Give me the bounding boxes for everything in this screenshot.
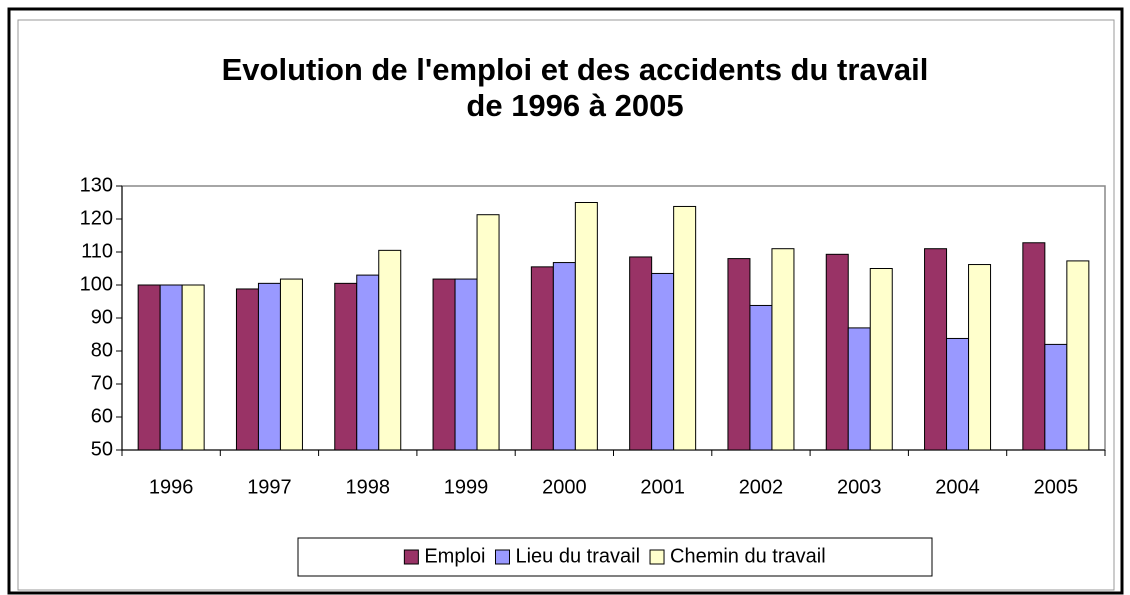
x-tick-label: 1997 [247, 476, 292, 498]
x-tick-label: 1998 [346, 476, 391, 498]
x-tick-label: 2001 [640, 476, 685, 498]
bar [946, 337, 970, 451]
legend-label: Emploi [424, 545, 485, 567]
legend-swatch [403, 549, 419, 565]
y-tick-label: 100 [80, 273, 113, 295]
bar [279, 278, 303, 451]
legend-label: Chemin du travail [670, 545, 826, 567]
bar [629, 256, 653, 451]
legend-label: Lieu du travail [515, 545, 640, 567]
x-tick-label: 2003 [837, 476, 882, 498]
bar [334, 282, 358, 451]
y-tick-label: 70 [91, 372, 113, 394]
bar [356, 274, 380, 451]
bar [454, 278, 478, 451]
bar [137, 284, 161, 451]
x-tick-label: 2004 [935, 476, 980, 498]
bar [432, 278, 456, 451]
bar [530, 266, 554, 451]
bar [771, 248, 795, 451]
bar [159, 284, 183, 451]
bar [968, 264, 992, 451]
y-tick-label: 80 [91, 339, 113, 361]
bar [727, 258, 751, 451]
bar [869, 268, 893, 451]
bar [651, 272, 675, 451]
bar [825, 253, 849, 451]
bar [574, 202, 598, 451]
bar [673, 205, 697, 451]
chart-title: de 1996 à 2005 [466, 88, 683, 123]
y-tick-label: 60 [91, 405, 113, 427]
y-tick-label: 110 [81, 240, 113, 262]
y-tick-label: 130 [80, 174, 113, 196]
bar [749, 304, 773, 451]
chart-title: Evolution de l'emploi et des accidents d… [222, 52, 929, 87]
bar [552, 262, 576, 451]
x-tick-label: 2002 [739, 476, 784, 498]
x-tick-label: 2000 [542, 476, 587, 498]
legend-swatch [649, 549, 665, 565]
x-tick-label: 1999 [444, 476, 489, 498]
legend-box [297, 537, 933, 577]
bar [181, 284, 205, 451]
bar [847, 327, 871, 451]
legend-swatch [494, 549, 510, 565]
bar [476, 214, 500, 451]
bar [378, 249, 402, 451]
chart-area [17, 19, 1115, 591]
bar [1044, 343, 1068, 451]
y-tick-label: 120 [80, 207, 113, 229]
x-tick-label: 1996 [149, 476, 194, 498]
bar [257, 282, 281, 451]
y-tick-label: 90 [91, 306, 113, 328]
bar [1022, 242, 1046, 451]
x-tick-label: 2005 [1034, 476, 1079, 498]
bar [235, 288, 259, 451]
bar [1066, 260, 1090, 451]
bar [924, 248, 948, 451]
y-tick-label: 50 [91, 438, 113, 460]
